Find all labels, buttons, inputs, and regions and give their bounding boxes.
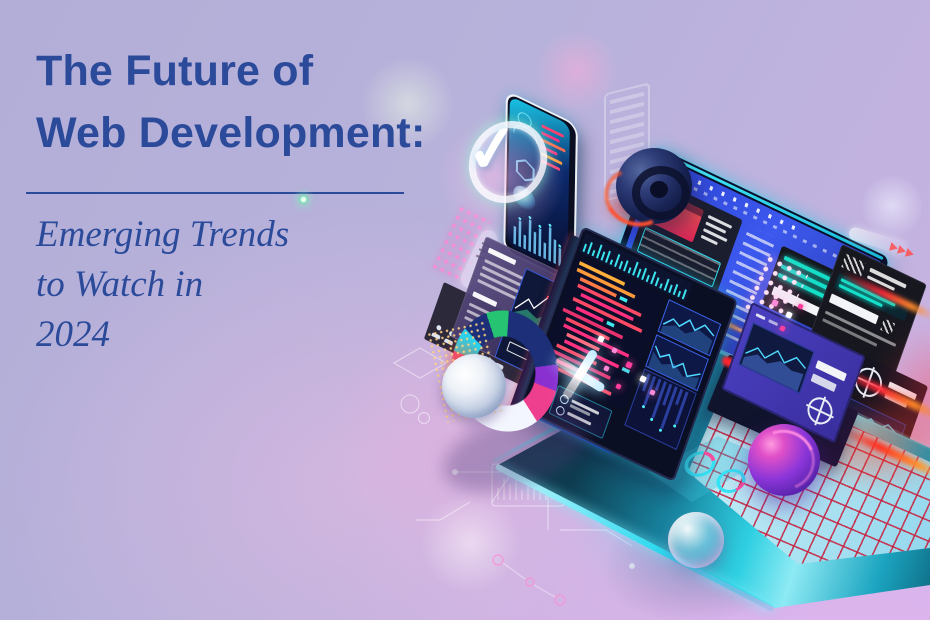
bokeh-circle <box>362 58 454 150</box>
area-chart <box>741 347 806 392</box>
purple-sphere <box>748 424 820 496</box>
histogram <box>582 242 687 300</box>
page-title: The Future of Web Development: <box>36 40 425 164</box>
title-block: The Future of Web Development: Emerging … <box>26 40 425 360</box>
mini-chart <box>738 322 815 394</box>
crosshair-icon <box>803 392 837 429</box>
pearl-sphere <box>442 354 506 418</box>
check-icon: ✓ <box>462 110 524 188</box>
mini-chart <box>645 334 709 392</box>
histogram-strip <box>579 232 693 303</box>
bokeh-circle <box>862 176 922 236</box>
candles <box>641 373 689 432</box>
navy-sphere <box>616 148 692 224</box>
sparkline <box>648 345 701 390</box>
candlestick-chart <box>624 368 697 451</box>
icon-dash <box>768 319 779 327</box>
subtitle: Emerging Trends to Watch in 2024 <box>36 210 425 360</box>
sparkline <box>660 318 715 355</box>
bokeh-circle <box>420 492 520 592</box>
title-line-1: The Future of <box>36 47 314 95</box>
subtitle-line-1: Emerging Trends <box>36 214 290 255</box>
subtitle-line-3: 2024 <box>36 314 110 355</box>
chart-panel <box>721 302 866 444</box>
bokeh-circle <box>536 30 618 112</box>
title-line-2: Web Development: <box>36 109 426 157</box>
glass-sphere <box>668 512 724 568</box>
sparkle-dot <box>298 194 309 205</box>
mini-chart <box>657 299 722 357</box>
check-halo <box>436 112 566 242</box>
subtitle-line-2: to Watch in <box>36 264 204 305</box>
icon-dash <box>755 313 766 321</box>
title-divider <box>26 192 404 194</box>
